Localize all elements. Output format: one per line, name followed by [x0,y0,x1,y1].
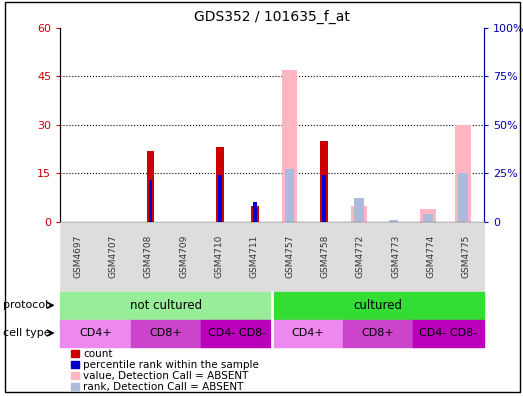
Text: not cultured: not cultured [130,299,202,312]
Text: GSM4758: GSM4758 [321,235,329,278]
Bar [458,173,468,222]
Text: GSM4772: GSM4772 [356,235,365,278]
Text: GSM4757: GSM4757 [285,235,294,278]
Text: GSM4709: GSM4709 [179,235,188,278]
Text: CD8+: CD8+ [361,328,394,338]
Text: CD4+: CD4+ [291,328,324,338]
Bar [251,206,258,222]
Text: GSM4775: GSM4775 [462,235,471,278]
Text: CD4- CD8-: CD4- CD8- [208,328,266,338]
Text: GSM4708: GSM4708 [144,235,153,278]
Bar [281,70,297,222]
Bar [455,125,471,222]
Bar [146,150,154,222]
Text: CD4- CD8-: CD4- CD8- [419,328,477,338]
Text: protocol: protocol [3,300,48,310]
Text: GDS352 / 101635_f_at: GDS352 / 101635_f_at [194,10,350,24]
Bar [285,169,294,222]
Bar [253,202,256,222]
Text: GSM4774: GSM4774 [426,235,435,278]
Bar [389,220,399,222]
Bar [149,180,152,222]
Bar [424,214,433,222]
Bar [218,175,222,222]
Text: count: count [83,348,112,359]
Text: cultured: cultured [354,299,402,312]
Bar [322,175,326,222]
Text: rank, Detection Call = ABSENT: rank, Detection Call = ABSENT [83,382,244,392]
Text: GSM4710: GSM4710 [214,235,223,278]
Bar [351,206,367,222]
Text: cell type: cell type [3,328,50,338]
Text: GSM4773: GSM4773 [391,235,400,278]
Text: percentile rank within the sample: percentile rank within the sample [83,360,259,370]
Text: value, Detection Call = ABSENT: value, Detection Call = ABSENT [83,371,248,381]
Text: GSM4707: GSM4707 [109,235,118,278]
Bar [354,198,363,222]
Text: CD4+: CD4+ [79,328,112,338]
Text: CD8+: CD8+ [150,328,183,338]
Bar [320,141,328,222]
Bar [216,147,224,222]
Bar [420,209,436,222]
Text: GSM4697: GSM4697 [73,235,82,278]
Text: GSM4711: GSM4711 [250,235,259,278]
